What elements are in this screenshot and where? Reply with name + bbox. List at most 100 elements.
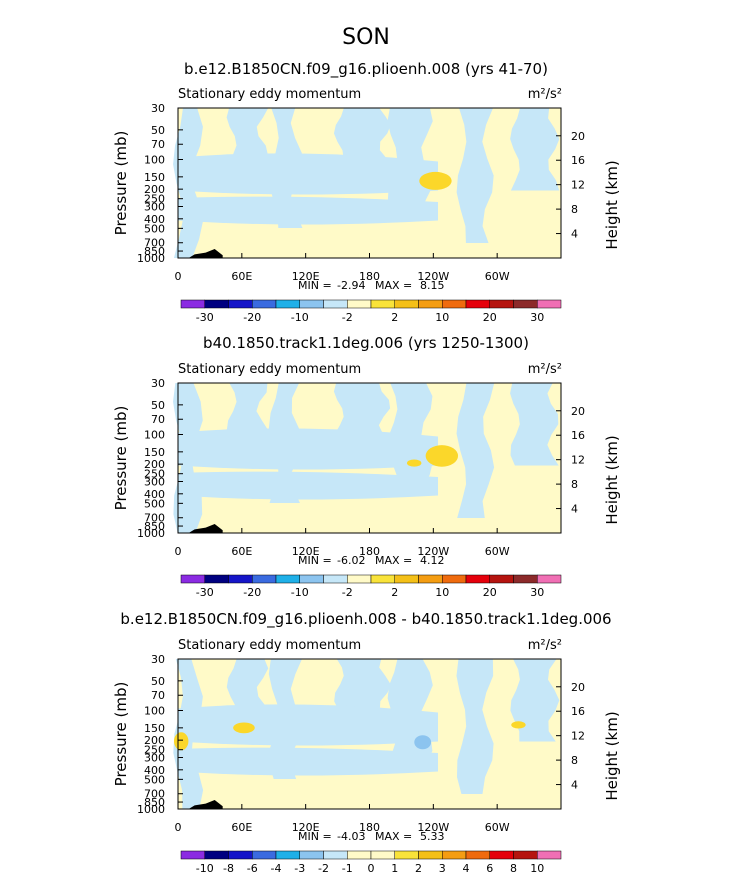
- x-tick-label: 60E: [231, 545, 252, 558]
- colorbar-swatch: [489, 299, 514, 309]
- colorbar-label: -2: [342, 586, 353, 599]
- y-tick-label: 850: [144, 520, 165, 533]
- colorbar-swatch: [537, 850, 562, 860]
- height-tick-label: 4: [571, 503, 578, 516]
- terrain-mask: [188, 800, 223, 809]
- units-label: m²/s²: [528, 362, 562, 377]
- y-tick-label: 500: [144, 222, 165, 235]
- negative-layer: [178, 747, 438, 776]
- y-tick-label: 700: [144, 237, 165, 250]
- y-tick-label: 850: [144, 245, 165, 258]
- y-tick-label: 30: [151, 653, 165, 666]
- y-tick-label: 200: [144, 183, 165, 196]
- colorbar: -10 -8 -6 -4 -3 -2 -1 0 1 2 3 4 6 8 10: [180, 850, 562, 875]
- negative-layer: [178, 704, 438, 746]
- y-tick-label: 50: [151, 675, 165, 688]
- positive-blob: [406, 459, 422, 467]
- y-tick-label: 300: [144, 751, 165, 764]
- colorbar-label: -10: [291, 311, 309, 324]
- colorbar-swatch: [489, 574, 514, 584]
- max-value: 5.33: [420, 830, 445, 843]
- negative-region: [456, 383, 495, 518]
- y-tick-label: 70: [151, 138, 165, 151]
- colorbar-swatch: [299, 574, 324, 584]
- colorbar-swatch: [228, 299, 253, 309]
- colorbar-label: -2: [342, 311, 353, 324]
- height-tick-label: 20: [571, 681, 585, 694]
- colorbar-swatch: [537, 574, 562, 584]
- x-tick-label: 120E: [292, 821, 320, 834]
- panel-subtitle: Stationary eddy momentum: [178, 87, 361, 102]
- colorbar-swatch: [394, 850, 419, 860]
- height-tick-label: 4: [571, 228, 578, 241]
- colorbar-swatch: [347, 574, 372, 584]
- colorbar-label: 30: [530, 311, 544, 324]
- min-value: -2.94: [337, 279, 365, 292]
- colorbar-label: 10: [435, 311, 449, 324]
- x-tick-label: 180: [359, 270, 380, 283]
- y-tick-label: 500: [144, 773, 165, 786]
- colorbar-label: 2: [415, 862, 422, 875]
- max-label: MAX =: [375, 554, 412, 567]
- colorbar-label: 10: [530, 862, 544, 875]
- y-tick-label: 1000: [137, 527, 165, 540]
- colorbar-swatch: [204, 574, 229, 584]
- colorbar-swatch: [418, 574, 443, 584]
- units-label: m²/s²: [528, 638, 562, 653]
- max-value: 4.12: [420, 554, 445, 567]
- figure-title: SON: [342, 25, 390, 50]
- y-tick-label: 150: [144, 446, 165, 459]
- colorbar-swatch: [204, 850, 229, 860]
- x-tick-label: 180: [359, 821, 380, 834]
- colorbar-label: 2: [391, 586, 398, 599]
- positive-blob: [233, 722, 255, 734]
- colorbar-swatch: [370, 850, 395, 860]
- negative-layer: [178, 428, 438, 470]
- y-axis-right-label: Height (km): [603, 160, 621, 249]
- panel-subtitle: Stationary eddy momentum: [178, 362, 361, 377]
- colorbar-swatch: [418, 299, 443, 309]
- y-tick-label: 500: [144, 497, 165, 510]
- colorbar-label: -20: [243, 311, 261, 324]
- y-tick-label: 400: [144, 213, 165, 226]
- height-tick-label: 16: [571, 154, 585, 167]
- colorbar-label: -6: [247, 862, 258, 875]
- x-tick-label: 0: [175, 821, 182, 834]
- colorbar-swatch: [442, 299, 467, 309]
- colorbar-swatch: [537, 299, 562, 309]
- negative-layer: [178, 153, 438, 195]
- y-tick-label: 700: [144, 512, 165, 525]
- colorbar-swatch: [347, 850, 372, 860]
- colorbar-label: -1: [342, 862, 353, 875]
- negative-blob: [414, 735, 432, 750]
- field-plot: [173, 383, 561, 533]
- height-tick-label: 12: [571, 179, 585, 192]
- colorbar-swatch: [418, 850, 443, 860]
- x-tick-label: 0: [175, 545, 182, 558]
- y-tick-label: 150: [144, 722, 165, 735]
- colorbar-swatch: [180, 850, 205, 860]
- height-tick-label: 8: [571, 478, 578, 491]
- colorbar: -30 -20 -10 -2 2 10 20 30: [180, 299, 562, 324]
- height-tick-label: 12: [571, 730, 585, 743]
- x-tick-label: 60W: [485, 821, 510, 834]
- colorbar-swatch: [394, 299, 419, 309]
- panels-container: b.e12.B1850CN.f09_g16.plioenh.008 (yrs 4…: [112, 60, 621, 875]
- y-tick-label: 300: [144, 475, 165, 488]
- positive-blob: [511, 721, 526, 729]
- colorbar-label: 2: [391, 311, 398, 324]
- x-tick-label: 0: [175, 270, 182, 283]
- colorbar-swatch: [252, 299, 277, 309]
- colorbar-swatch: [228, 850, 253, 860]
- field-plot: [173, 108, 561, 258]
- height-tick-label: 20: [571, 405, 585, 418]
- colorbar-swatch: [323, 574, 348, 584]
- colorbar-label: 1: [391, 862, 398, 875]
- y-tick-label: 1000: [137, 252, 165, 265]
- x-tick-label: 120E: [292, 545, 320, 558]
- x-tick-label: 180: [359, 545, 380, 558]
- colorbar-swatch: [204, 299, 229, 309]
- y-axis-right-label: Height (km): [603, 711, 621, 800]
- colorbar-label: -10: [291, 586, 309, 599]
- colorbar: -30 -20 -10 -2 2 10 20 30: [180, 574, 562, 599]
